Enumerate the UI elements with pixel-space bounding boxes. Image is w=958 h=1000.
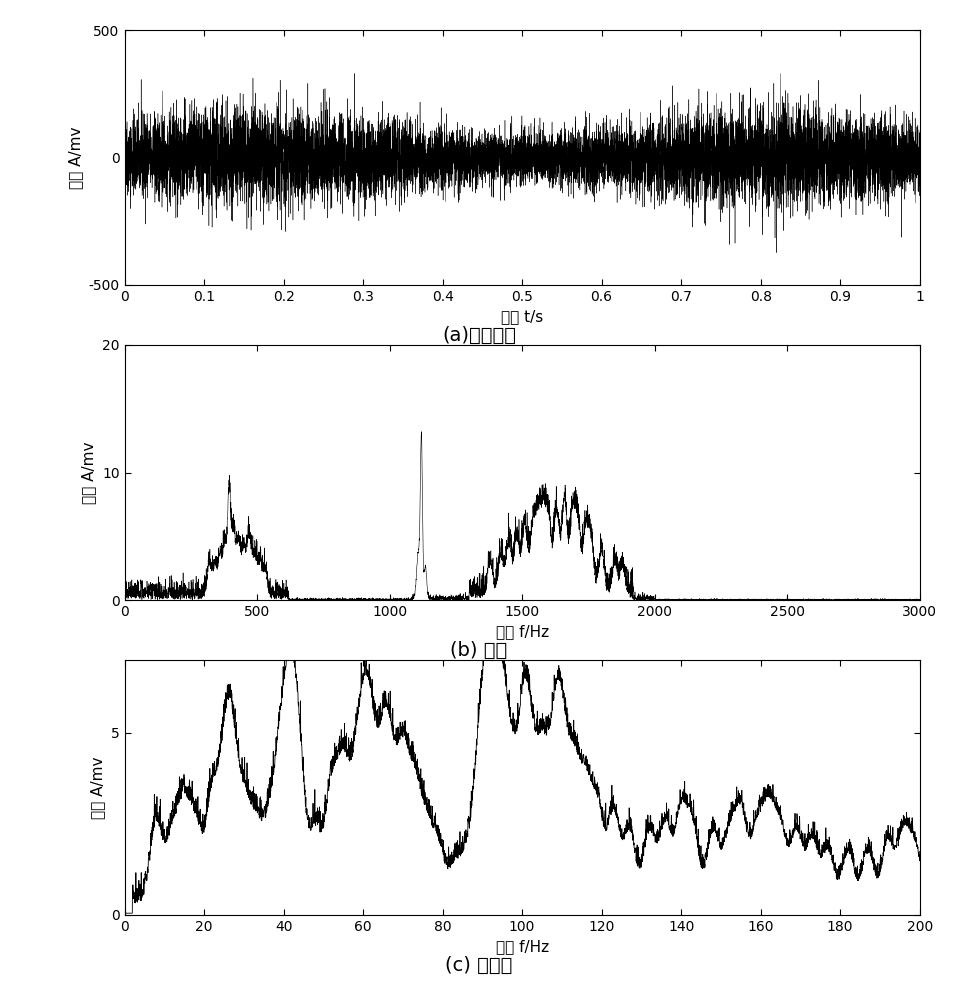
Y-axis label: 幅値 A/mv: 幅値 A/mv xyxy=(90,756,105,819)
X-axis label: 时间 t/s: 时间 t/s xyxy=(501,309,543,324)
X-axis label: 频率 f/Hz: 频率 f/Hz xyxy=(495,939,549,954)
Y-axis label: 幅値 A/mv: 幅値 A/mv xyxy=(81,441,97,504)
Y-axis label: 幅値 A/mv: 幅値 A/mv xyxy=(68,126,83,189)
Text: (b) 频谱: (b) 频谱 xyxy=(450,641,508,660)
Text: (a)时域波形: (a)时域波形 xyxy=(442,326,516,344)
X-axis label: 频率 f/Hz: 频率 f/Hz xyxy=(495,624,549,639)
Text: (c) 包络谱: (c) 包络谱 xyxy=(445,956,513,974)
